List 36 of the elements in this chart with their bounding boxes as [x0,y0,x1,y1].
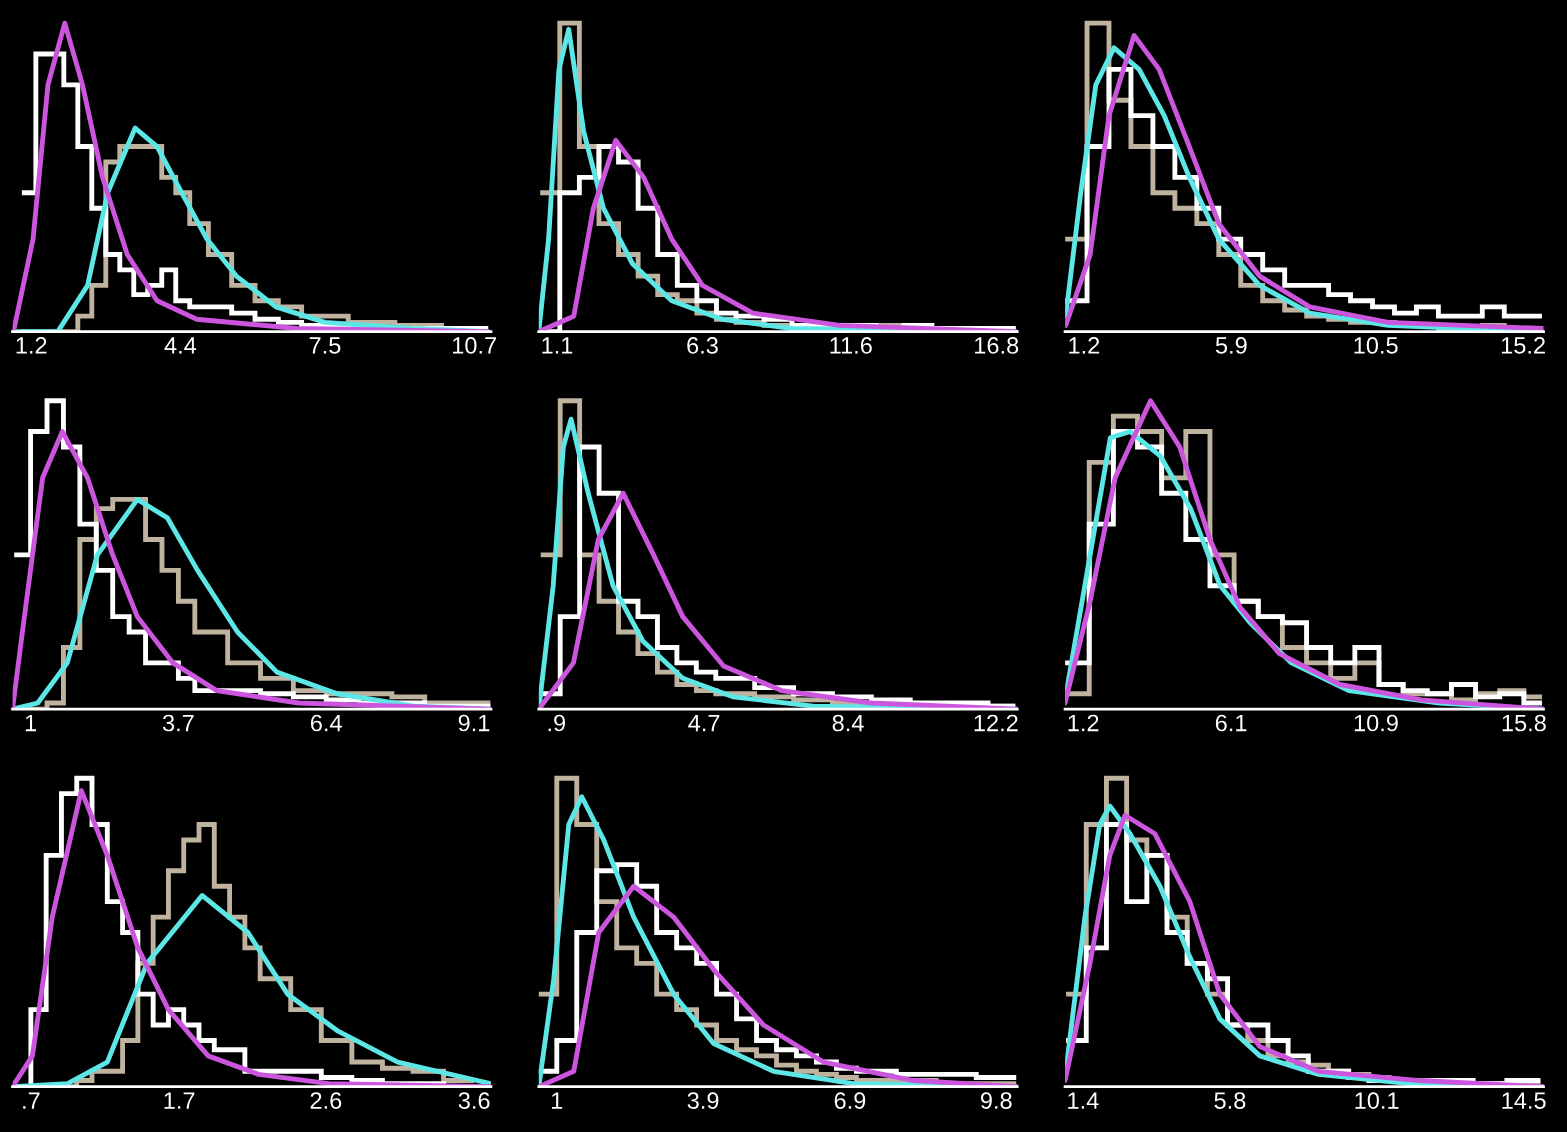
x-tick-label: 4.4 [164,337,197,354]
x-tick-label: 1 [552,1092,563,1109]
x-tick-label: 9.1 [458,714,490,732]
x-tick-label: 1.2 [1068,714,1099,732]
x-tick-label: .9 [548,714,566,732]
x-tick-label: 10.5 [1354,337,1398,354]
x-tick-label: 1.2 [1069,337,1100,354]
x-tick-label: 2.6 [310,1092,342,1109]
x-tick-label: 3.6 [458,1092,490,1109]
x-tick-label: 10.9 [1354,714,1398,732]
x-tick-label: 1.1 [542,337,573,354]
x-tick-label: 11.6 [830,337,872,354]
x-tick-label: 16.8 [975,337,1019,354]
x-tick-label: 3.9 [687,1092,719,1109]
x-tick-label: 15.8 [1502,714,1546,732]
x-tick-label: 1 [25,714,37,732]
x-tick-label: 4.7 [688,714,720,732]
x-tick-label: 6.4 [310,714,342,732]
x-tick-label: 1.4 [1068,1092,1099,1109]
x-tick-label: 12.2 [974,714,1018,732]
x-tick-label: 14.5 [1502,1092,1546,1109]
x-tick-label: 8.4 [832,714,864,732]
x-tick-label: 10.1 [1355,1092,1399,1109]
x-tick-label: 7.5 [309,337,341,354]
x-tick-label: 15.2 [1501,337,1545,354]
x-tick-label: 6.1 [1215,714,1247,732]
x-tick-label: 9.8 [980,1092,1012,1109]
x-tick-label: 3.7 [162,714,194,732]
x-tick-label: 10.7 [453,337,496,354]
x-tick-label: 6.3 [687,337,718,354]
x-tick-label: 5.9 [1215,337,1247,354]
x-tick-label: 1.2 [16,337,47,354]
x-tick-label: 5.8 [1214,1092,1246,1109]
x-tick-label: 6.9 [834,1092,866,1109]
x-tick-label: .7 [23,1092,40,1109]
x-tick-label: 1.7 [164,1092,195,1109]
